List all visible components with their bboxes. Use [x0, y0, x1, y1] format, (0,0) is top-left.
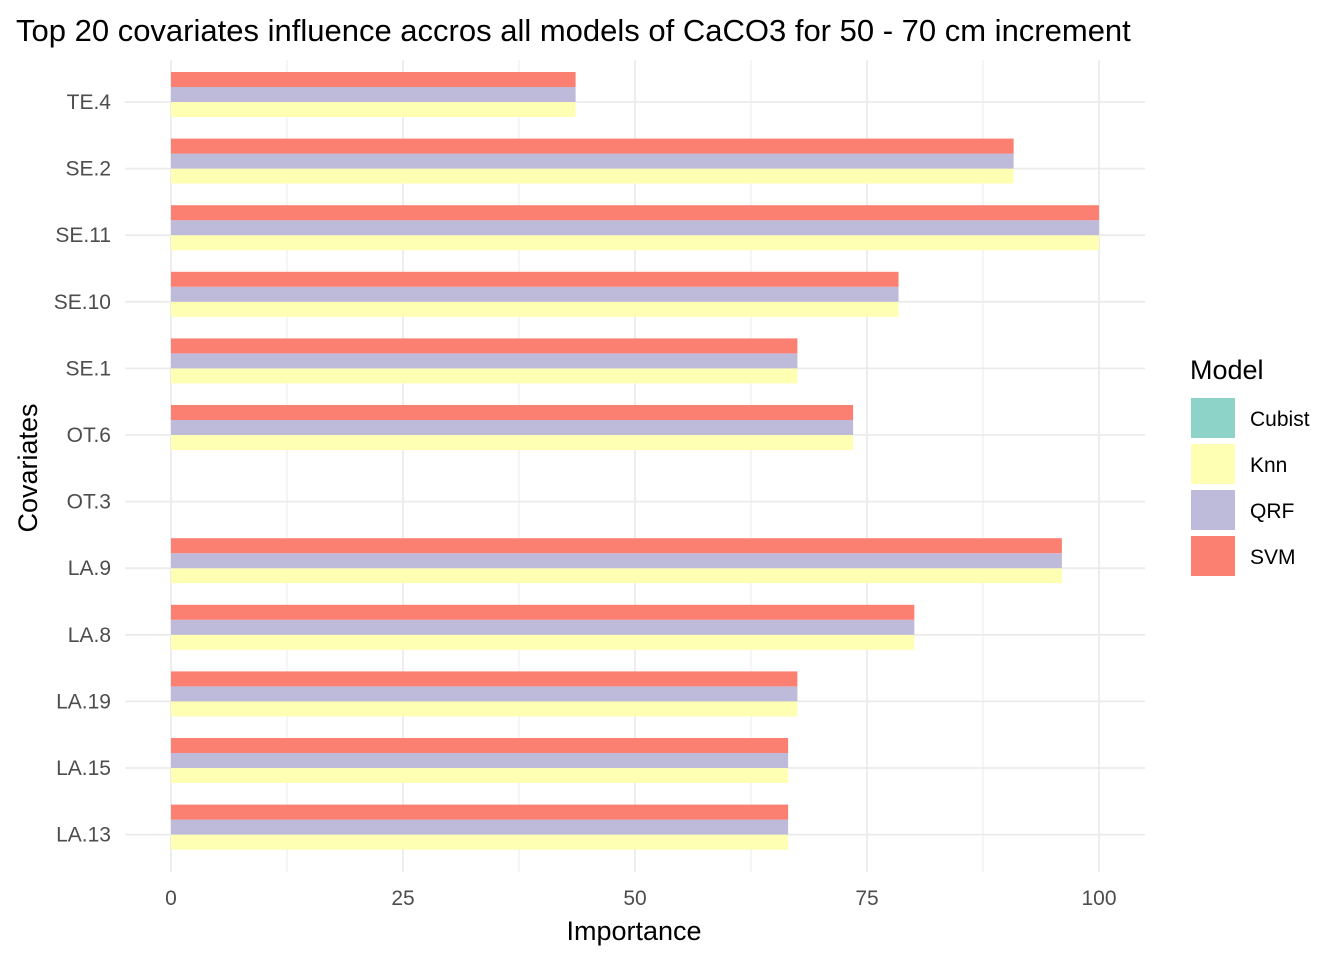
bar-svm: [171, 271, 899, 287]
legend-items: Cubist Knn QRF SVM: [1191, 398, 1310, 576]
y-tick-label: OT.3: [67, 491, 111, 514]
legend-title: Model: [1190, 355, 1264, 385]
bar-layer: [171, 72, 1099, 850]
bar-knn: [171, 235, 1099, 251]
bar-svm: [171, 738, 789, 753]
y-tick-label: LA.19: [56, 690, 111, 713]
y-tick-label: TE.4: [67, 91, 112, 114]
x-tick-label: 25: [391, 887, 414, 910]
bar-knn: [171, 435, 854, 450]
bar-qrf: [171, 420, 854, 435]
bar-svm: [171, 538, 1062, 554]
bar-svm: [171, 604, 915, 620]
bar-knn: [171, 368, 798, 384]
x-tick-label: 0: [165, 887, 177, 910]
y-tick-label: OT.6: [67, 424, 111, 447]
bar-qrf: [171, 819, 789, 835]
bar-knn: [171, 568, 1062, 584]
bar-svm: [171, 671, 798, 687]
legend-swatch-qrf: [1191, 490, 1235, 530]
bar-svm: [171, 205, 1099, 221]
x-tick-label: 100: [1081, 887, 1116, 910]
legend-label-cubist: Cubist: [1250, 408, 1310, 431]
legend-label-knn: Knn: [1250, 454, 1287, 477]
legend: Model Cubist Knn QRF SVM: [1190, 355, 1310, 576]
legend-swatch-cubist: [1191, 398, 1235, 438]
bar-svm: [171, 804, 789, 820]
bar-qrf: [171, 686, 798, 702]
bar-knn: [171, 834, 789, 850]
bar-svm: [171, 72, 576, 87]
y-tick-label: LA.15: [56, 757, 111, 780]
bar-svm: [171, 405, 854, 420]
legend-swatch-svm: [1191, 536, 1235, 576]
y-tick-label: LA.13: [56, 824, 111, 847]
bar-knn: [171, 768, 789, 783]
y-tick-label: LA.9: [68, 557, 111, 580]
chart-title: Top 20 covariates influence accros all m…: [16, 13, 1131, 48]
y-tick-label: SE.1: [65, 357, 111, 380]
x-tick-labels: 0 25 50 75 100: [165, 887, 1116, 910]
y-tick-label: LA.8: [68, 624, 111, 647]
bar-knn: [171, 301, 899, 317]
legend-label-svm: SVM: [1250, 546, 1296, 569]
bar-qrf: [171, 87, 576, 102]
bar-qrf: [171, 553, 1062, 569]
x-axis-title: Importance: [566, 916, 701, 946]
bar-knn: [171, 168, 1014, 184]
y-tick-labels: TE.4 SE.2 SE.11 SE.10 SE.1 OT.6 OT.3 LA.9 LA.8 LA…: [54, 91, 112, 847]
bar-knn: [171, 102, 576, 117]
bar-qrf: [171, 286, 899, 302]
y-axis-title: Covariates: [13, 403, 43, 532]
y-tick-label: SE.10: [54, 291, 111, 314]
bar-qrf: [171, 353, 798, 369]
bar-qrf: [171, 220, 1099, 236]
bar-qrf: [171, 153, 1014, 169]
y-tick-label: SE.11: [55, 224, 111, 247]
x-tick-label: 50: [623, 887, 646, 910]
bar-qrf: [171, 619, 915, 635]
bar-svm: [171, 138, 1014, 154]
legend-label-qrf: QRF: [1250, 500, 1294, 523]
bar-knn: [171, 634, 915, 650]
x-tick-label: 75: [855, 887, 878, 910]
bar-qrf: [171, 753, 789, 768]
y-tick-label: SE.2: [65, 158, 111, 181]
bar-svm: [171, 338, 798, 354]
bar-knn: [171, 701, 798, 717]
legend-swatch-knn: [1191, 444, 1235, 484]
